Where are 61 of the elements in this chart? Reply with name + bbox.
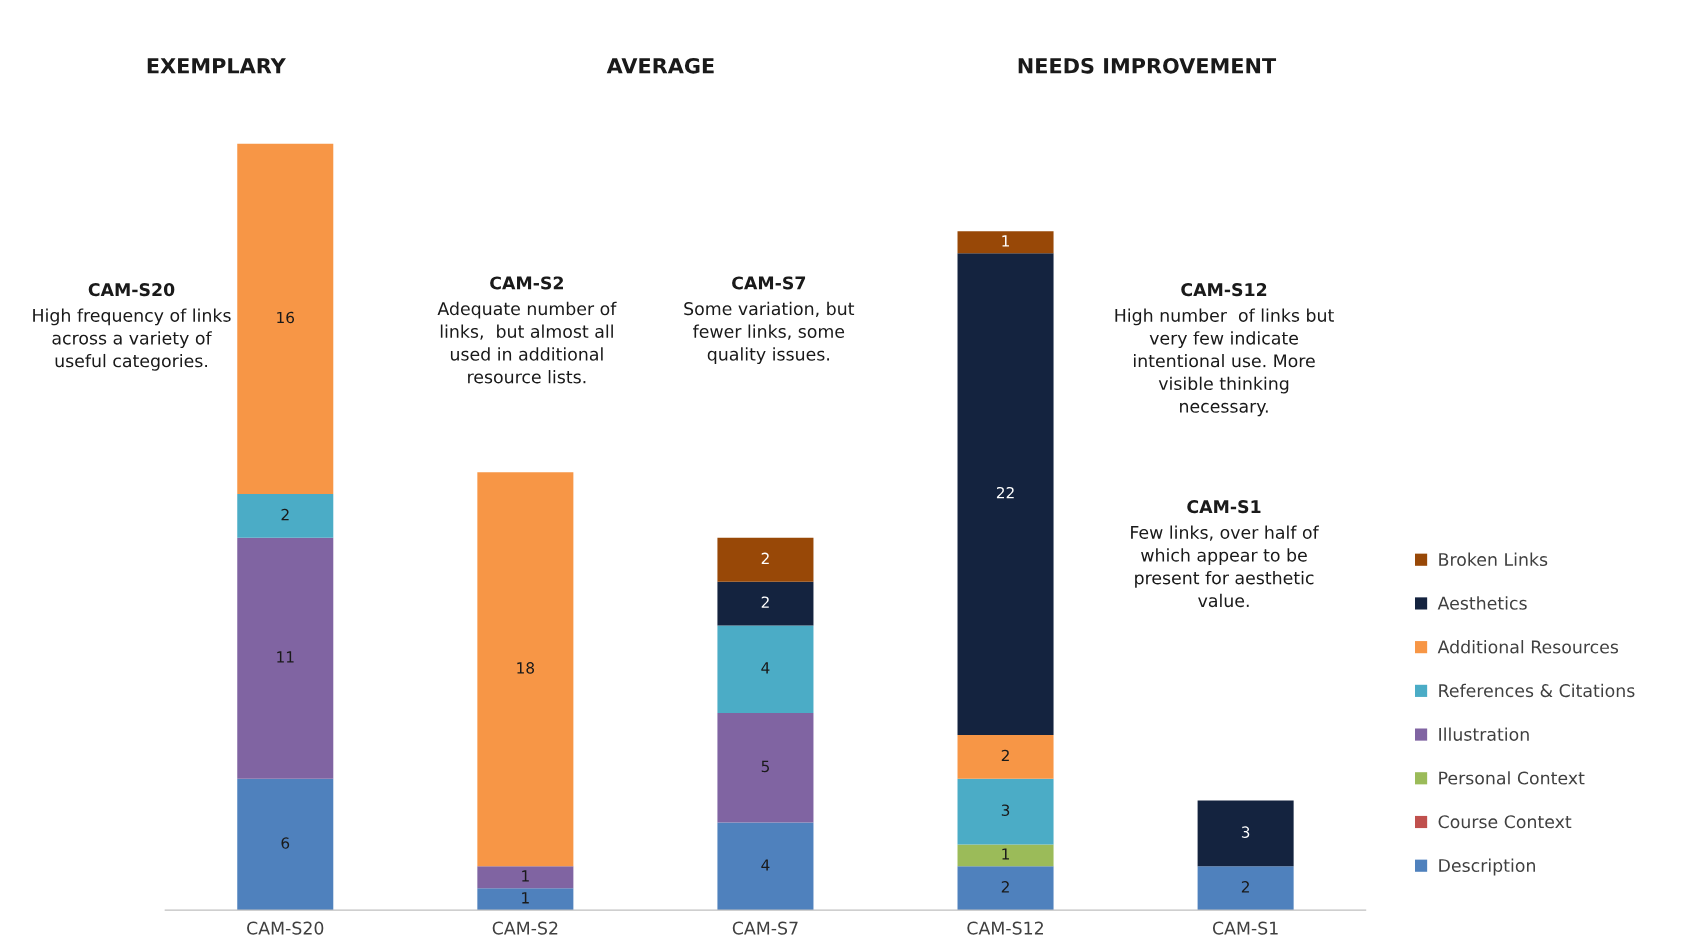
legend-label: References & Citations: [1439, 683, 1635, 698]
data-label: 18: [517, 662, 535, 674]
bar: [237, 778, 334, 911]
legend-label: Aesthetics: [1437, 596, 1527, 610]
data-label: 2: [761, 596, 769, 608]
data-label: 2: [1241, 881, 1249, 893]
bar: [957, 734, 1054, 779]
legend-label: Broken Links: [1439, 552, 1548, 567]
data-label: 2: [1001, 881, 1009, 893]
bar: [717, 625, 814, 714]
data-label: 6: [281, 837, 290, 849]
annotation: CAM-S1 Few links, over half of which appear to be present for aesthetic value.: [1131, 500, 1320, 608]
annotation: CAM-S7 Some variation, but fewer links, some quality issues.: [684, 276, 855, 365]
bar: [1197, 866, 1294, 911]
bar: [957, 253, 1054, 735]
legend-label: Description: [1439, 858, 1535, 876]
bar: [237, 143, 334, 495]
bar: [957, 778, 1054, 845]
data-label: 1: [522, 870, 529, 882]
bar: [717, 537, 814, 582]
bar: [477, 866, 574, 889]
data-label: 1: [522, 892, 529, 904]
data-label: 3: [1001, 804, 1010, 816]
bar: [717, 713, 814, 823]
data-label: 16: [277, 311, 295, 324]
bar: [1197, 800, 1294, 867]
x-tick-label: CAM-S7: [732, 921, 798, 935]
legend-label: Personal Context: [1439, 771, 1585, 785]
legend-label: Additional Resources: [1437, 640, 1619, 654]
bar: [717, 822, 814, 911]
data-label: 22: [996, 486, 1014, 499]
data-label: 2: [1001, 749, 1009, 762]
x-tick-label: CAM-S12: [967, 921, 1043, 935]
bar: [237, 537, 334, 779]
bar: [237, 494, 334, 538]
data-label: 5: [761, 760, 769, 773]
x-tick-label: CAM-S20: [247, 921, 324, 935]
x-tick-label: CAM-S2: [492, 921, 558, 935]
text: EXEMPLARY: [147, 58, 286, 74]
data-label: 4: [761, 859, 770, 871]
x-tick-label: CAM-S1: [1212, 921, 1278, 935]
legend-label: Illustration: [1439, 727, 1529, 741]
bar: [957, 844, 1054, 867]
bar: [717, 581, 814, 626]
bar: [957, 866, 1054, 911]
legend-label: Course Context: [1438, 815, 1572, 829]
bar: [477, 472, 574, 867]
text: AVERAGE: [606, 57, 714, 74]
data-label: 4: [761, 662, 770, 674]
annotation: CAM-S20 High frequency of links across a variety of useful categories.: [33, 283, 231, 371]
text: NEEDS IMPROVEMENT: [1018, 57, 1277, 74]
data-label: 1: [1002, 848, 1009, 860]
annotation: CAM-S2 Adequate number of links, but almost all used in additional resource lists.: [437, 276, 617, 384]
bar: [957, 231, 1054, 254]
annotation: CAM-S12 High number of links but very few indicate intentional use. More visible thinking necessary.: [1115, 283, 1334, 417]
data-label: 3: [1241, 826, 1250, 838]
data-label: 2: [761, 552, 769, 564]
data-label: 2: [281, 508, 289, 521]
data-label: 11: [277, 651, 294, 663]
data-label: 1: [1002, 235, 1009, 247]
bar: [477, 888, 574, 911]
